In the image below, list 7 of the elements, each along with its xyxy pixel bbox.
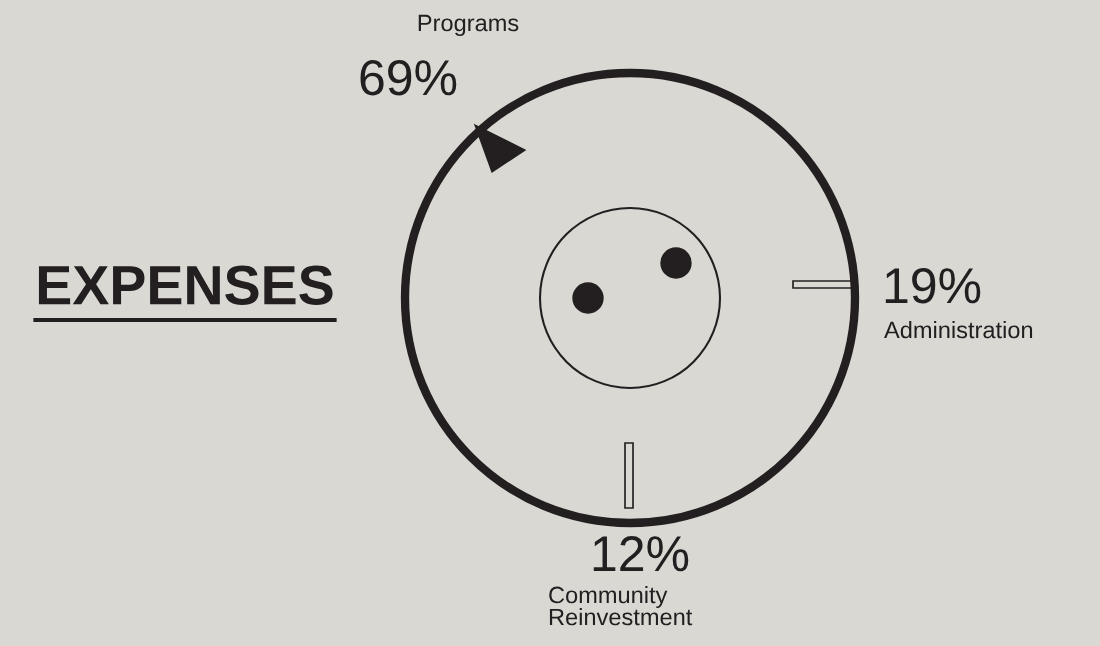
data-label: 19% xyxy=(885,268,981,304)
data-label: 12% xyxy=(593,536,689,572)
data-label: 69% xyxy=(360,60,457,96)
text: EXPENSES xyxy=(38,265,333,305)
category-label: Programs xyxy=(418,14,519,36)
category-label: Community Reinvestment xyxy=(549,586,693,626)
category-label: Administration xyxy=(884,321,1033,339)
